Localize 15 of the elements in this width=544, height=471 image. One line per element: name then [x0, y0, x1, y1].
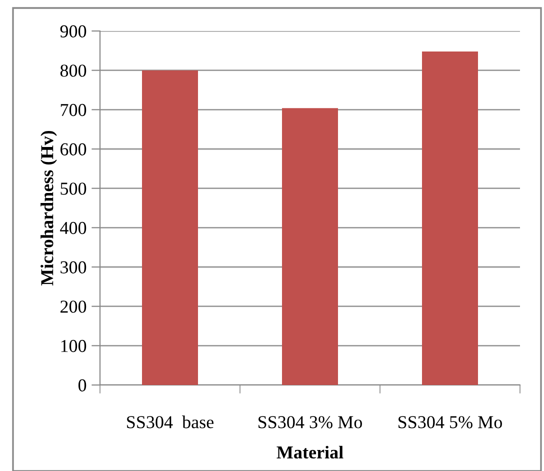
- y-tick-label: 400: [60, 222, 86, 234]
- x-tick-label: SS304 5% Mo: [398, 416, 502, 428]
- y-axis-title: Microhardness (Hv): [40, 130, 57, 286]
- y-tick-label: 500: [60, 182, 86, 195]
- y-tick-label: 300: [60, 261, 86, 274]
- x-axis-title: Material: [276, 446, 344, 459]
- y-tick-label: 200: [60, 300, 86, 313]
- y-tick-label: 800: [60, 64, 86, 77]
- y-tick-label: 900: [60, 25, 86, 38]
- x-tick-label: SS304 3% Mo: [258, 416, 362, 428]
- y-tick-label: 0: [78, 379, 86, 392]
- y-tick-label: 700: [60, 104, 86, 116]
- x-tick-label: SS304 base: [127, 416, 214, 428]
- y-tick-label: 600: [60, 143, 86, 156]
- y-tick-label: 100: [61, 340, 86, 352]
